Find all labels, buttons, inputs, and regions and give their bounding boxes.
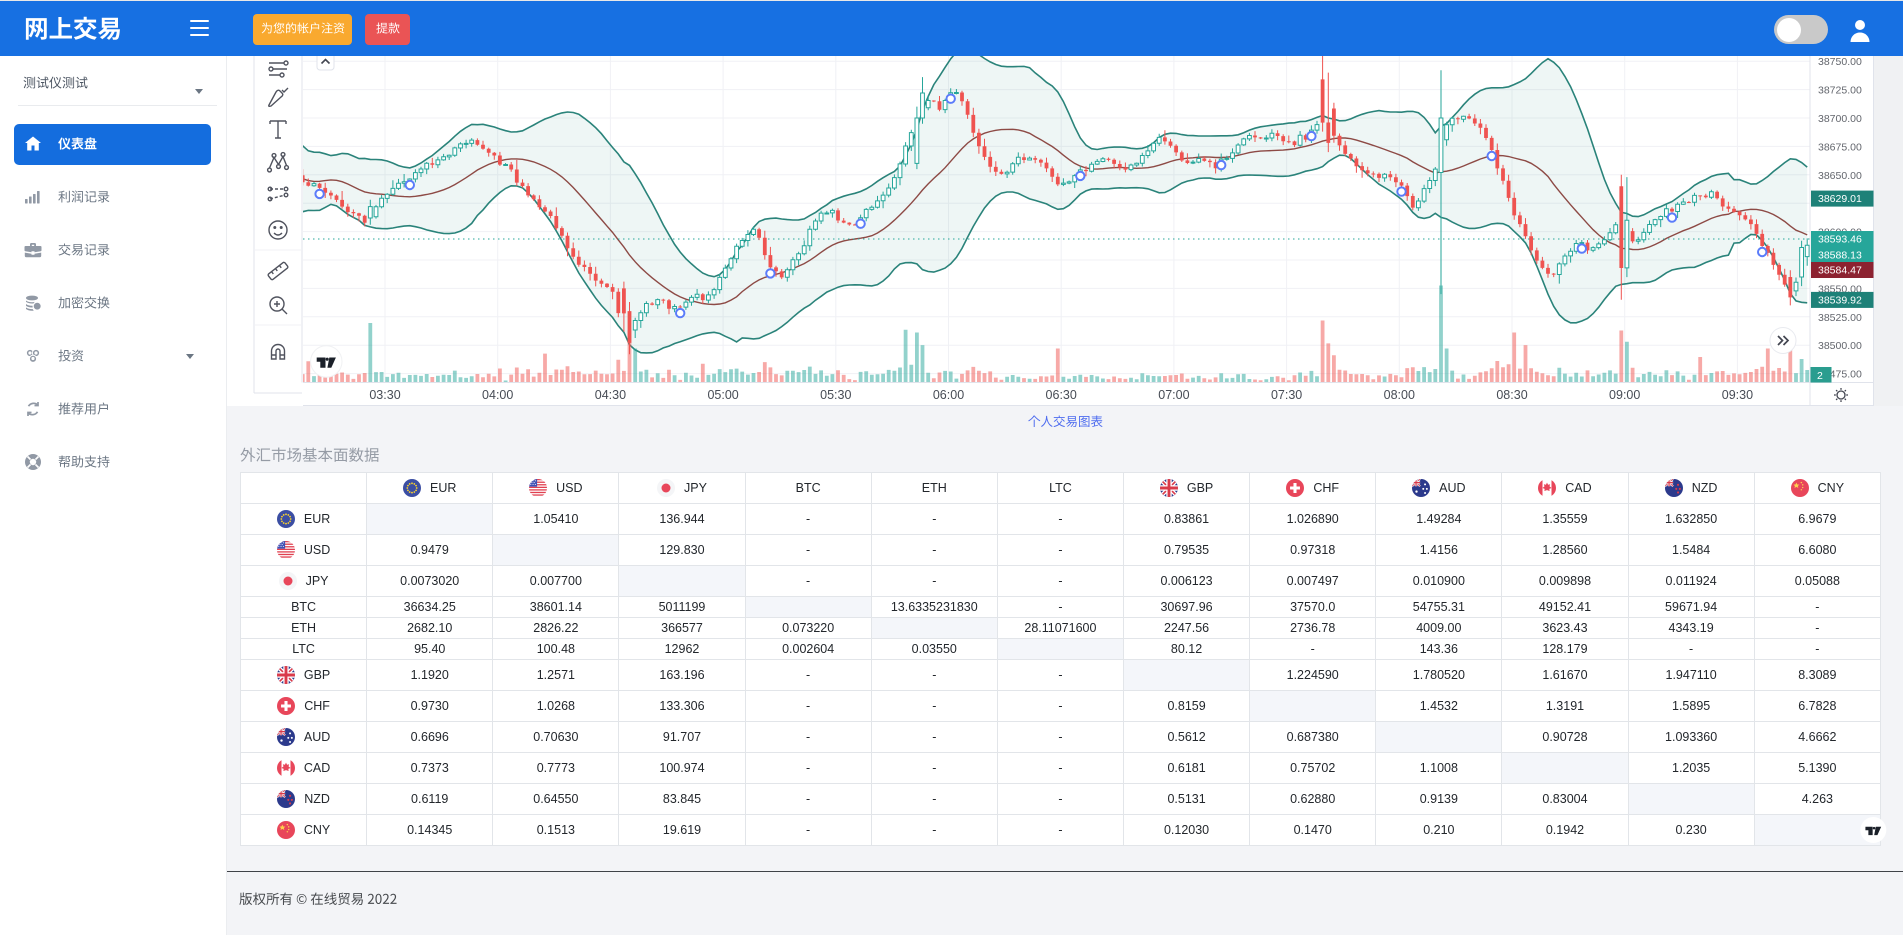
svg-text:09:30: 09:30 bbox=[1722, 388, 1753, 402]
svg-text:09:00: 09:00 bbox=[1609, 388, 1640, 402]
svg-text:38700.00: 38700.00 bbox=[1818, 113, 1862, 125]
svg-text:38525.00: 38525.00 bbox=[1818, 312, 1862, 324]
svg-text:08:00: 08:00 bbox=[1384, 388, 1415, 402]
svg-text:38588.13: 38588.13 bbox=[1818, 250, 1862, 262]
svg-text:07:00: 07:00 bbox=[1158, 388, 1189, 402]
svg-text:04:00: 04:00 bbox=[482, 388, 513, 402]
svg-text:38725.00: 38725.00 bbox=[1818, 85, 1862, 97]
svg-text:38584.47: 38584.47 bbox=[1818, 265, 1862, 277]
svg-text:38750.00: 38750.00 bbox=[1818, 56, 1862, 68]
svg-text:05:00: 05:00 bbox=[707, 388, 738, 402]
svg-text:06:00: 06:00 bbox=[933, 388, 964, 402]
svg-text:38593.46: 38593.46 bbox=[1818, 234, 1862, 246]
svg-text:03:30: 03:30 bbox=[369, 388, 400, 402]
svg-text:38500.00: 38500.00 bbox=[1818, 340, 1862, 352]
svg-text:38539.92: 38539.92 bbox=[1818, 294, 1862, 306]
svg-text:38675.00: 38675.00 bbox=[1818, 141, 1862, 153]
svg-text:38650.00: 38650.00 bbox=[1818, 170, 1862, 182]
svg-text:05:30: 05:30 bbox=[820, 388, 851, 402]
svg-text:08:30: 08:30 bbox=[1496, 388, 1527, 402]
svg-text:07:30: 07:30 bbox=[1271, 388, 1302, 402]
svg-text:2: 2 bbox=[1817, 370, 1823, 382]
svg-text:04:30: 04:30 bbox=[595, 388, 626, 402]
svg-text:06:30: 06:30 bbox=[1046, 388, 1077, 402]
svg-text:38629.01: 38629.01 bbox=[1818, 193, 1862, 205]
